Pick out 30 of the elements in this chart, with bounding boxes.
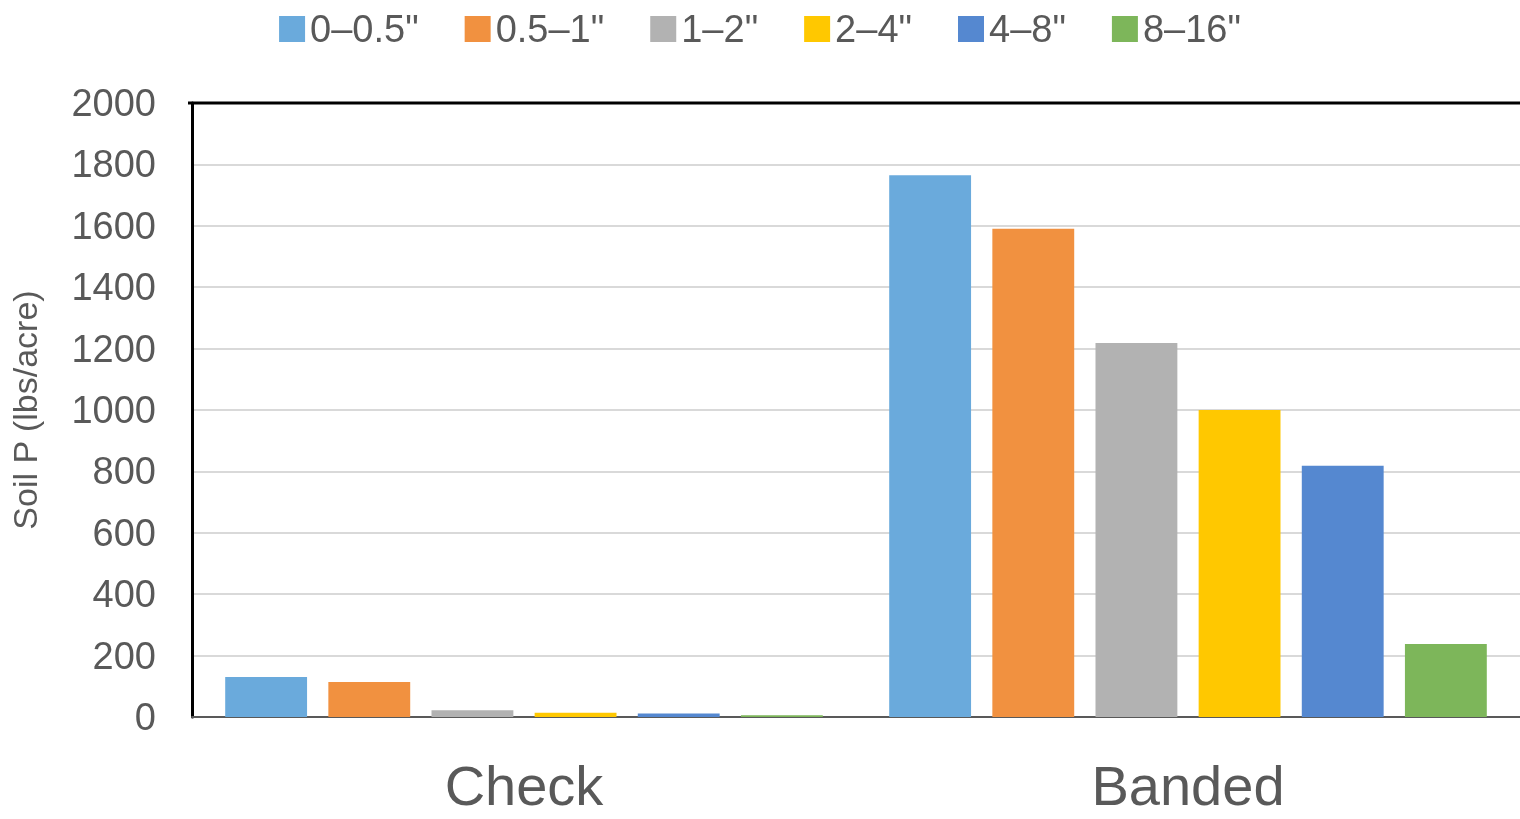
bar bbox=[889, 175, 972, 717]
legend-label: 0–0.5" bbox=[310, 8, 419, 50]
y-axis-title: Soil P (lbs/acre) bbox=[6, 290, 44, 530]
bar bbox=[992, 228, 1075, 717]
legend-label: 2–4" bbox=[835, 8, 913, 50]
y-tick-label: 200 bbox=[92, 634, 156, 677]
legend-label: 8–16" bbox=[1142, 8, 1241, 50]
x-tick-label: Banded bbox=[1091, 753, 1285, 817]
y-tick-label: 1200 bbox=[71, 327, 156, 370]
legend-label: 0.5–1" bbox=[495, 8, 605, 50]
y-tick-label: 400 bbox=[92, 573, 156, 616]
bar bbox=[534, 712, 617, 717]
bar bbox=[1095, 343, 1178, 717]
bar bbox=[1301, 465, 1384, 717]
bar bbox=[225, 677, 308, 717]
y-tick-label: 2000 bbox=[71, 82, 156, 124]
y-tick-label: 800 bbox=[92, 450, 156, 493]
y-tick-label: 1400 bbox=[71, 266, 156, 309]
bar bbox=[1404, 643, 1487, 717]
bar bbox=[1198, 410, 1281, 717]
legend-label: 4–8" bbox=[989, 8, 1066, 50]
y-tick-label: 0 bbox=[134, 696, 156, 738]
y-tick-label: 1000 bbox=[71, 389, 156, 431]
y-tick-label: 600 bbox=[92, 511, 156, 554]
legend-label: 1–2" bbox=[681, 8, 759, 50]
bar bbox=[431, 710, 514, 717]
x-tick-label: Check bbox=[444, 753, 605, 817]
y-tick-label: 1600 bbox=[71, 204, 156, 247]
bar bbox=[328, 682, 411, 717]
y-tick-label: 1800 bbox=[71, 143, 156, 186]
